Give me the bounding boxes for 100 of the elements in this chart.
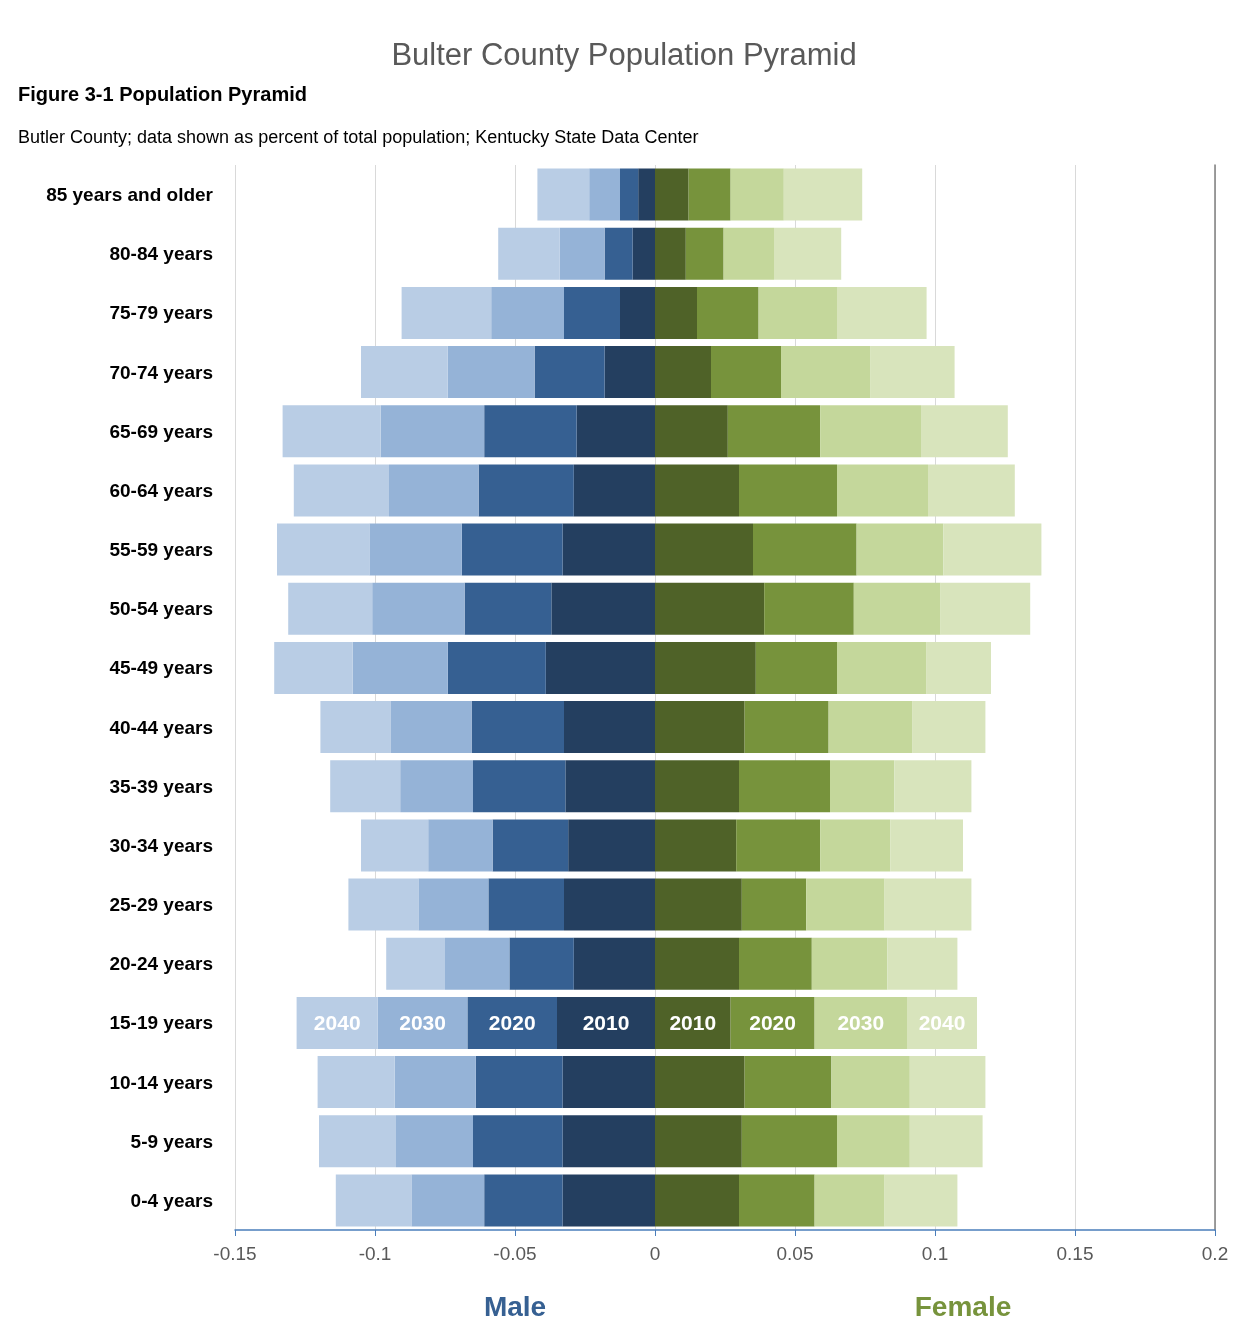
x-tick-label: 0.2 xyxy=(1201,1243,1229,1264)
bar xyxy=(655,996,731,1049)
bar xyxy=(828,701,913,754)
bar xyxy=(685,227,724,280)
bar xyxy=(655,286,697,339)
bar xyxy=(894,760,972,813)
bar xyxy=(755,641,837,694)
bar xyxy=(447,641,546,694)
bar xyxy=(386,937,445,990)
bar xyxy=(781,346,871,399)
bar xyxy=(820,405,921,458)
bar xyxy=(464,582,552,635)
bar xyxy=(565,760,655,813)
bar xyxy=(428,819,493,872)
bar xyxy=(396,1115,473,1168)
bar xyxy=(534,346,605,399)
bar xyxy=(739,937,812,990)
bar xyxy=(909,1056,986,1109)
bar xyxy=(604,346,655,399)
y-tick-label: 70-74 years xyxy=(109,361,213,383)
bar xyxy=(461,523,563,576)
bar xyxy=(837,286,927,339)
bar xyxy=(377,996,468,1049)
bar xyxy=(319,1115,396,1168)
bar xyxy=(764,582,854,635)
bar xyxy=(573,937,655,990)
bar xyxy=(744,701,829,754)
bar xyxy=(568,819,655,872)
text: Female xyxy=(914,1290,1012,1322)
bar xyxy=(909,1115,983,1168)
bar xyxy=(697,286,759,339)
y-tick-label: 50-54 years xyxy=(109,598,213,620)
bar xyxy=(912,701,986,754)
bar xyxy=(655,1174,739,1227)
bar xyxy=(655,878,742,931)
bar xyxy=(394,1056,476,1109)
bar xyxy=(498,227,560,280)
bar xyxy=(296,996,378,1049)
bar xyxy=(576,405,655,458)
bar xyxy=(744,1056,832,1109)
bar xyxy=(837,1115,910,1168)
y-tick-label: 20-24 years xyxy=(109,953,213,975)
bar xyxy=(753,523,857,576)
bar xyxy=(814,996,907,1049)
bar xyxy=(475,1056,563,1109)
bar xyxy=(400,760,473,813)
y-tick-label: 60-64 years xyxy=(109,479,213,501)
bar xyxy=(856,523,944,576)
bar xyxy=(418,878,489,931)
bar xyxy=(372,582,465,635)
y-tick-label: 40-44 years xyxy=(109,716,213,738)
bar xyxy=(352,641,448,694)
bar xyxy=(473,1115,563,1168)
chart-subtitle: Figure 3-1 Population Pyramid xyxy=(18,83,307,105)
bar xyxy=(774,227,842,280)
bar xyxy=(620,168,639,221)
bar xyxy=(491,286,564,339)
bar xyxy=(559,227,605,280)
bar xyxy=(739,464,837,517)
bar xyxy=(562,1115,655,1168)
y-tick-label: 25-29 years xyxy=(109,894,213,916)
bar xyxy=(837,464,928,517)
bar xyxy=(655,464,739,517)
bar xyxy=(389,464,479,517)
bar xyxy=(727,405,821,458)
bar xyxy=(282,405,381,458)
bar xyxy=(758,286,837,339)
text: Male xyxy=(483,1290,547,1322)
bar xyxy=(557,996,655,1049)
bar xyxy=(655,405,728,458)
bar xyxy=(783,168,863,221)
y-tick-label: 80-84 years xyxy=(109,243,213,265)
bar xyxy=(330,760,401,813)
y-tick-label: 75-79 years xyxy=(109,302,213,324)
bar xyxy=(348,878,419,931)
annotation: 2030 xyxy=(837,1011,885,1035)
bar xyxy=(870,346,955,399)
bar xyxy=(562,1056,655,1109)
bar xyxy=(632,227,655,280)
bar xyxy=(467,996,557,1049)
annotation: 2010 xyxy=(582,1011,630,1035)
bar xyxy=(473,760,566,813)
bar xyxy=(447,346,535,399)
bar xyxy=(589,168,620,221)
bar xyxy=(277,523,370,576)
bar xyxy=(537,168,590,221)
annotation: 2040 xyxy=(313,1011,361,1035)
bar xyxy=(369,523,462,576)
bar xyxy=(288,582,373,635)
y-tick-label: 35-39 years xyxy=(109,775,213,797)
bar xyxy=(688,168,731,221)
x-tick-label: 0.05 xyxy=(776,1243,814,1264)
y-tick-label: 65-69 years xyxy=(109,420,213,442)
bar xyxy=(293,464,389,517)
y-tick-label: 30-34 years xyxy=(109,834,213,856)
bar xyxy=(401,286,492,339)
y-tick-label: 85 years and older xyxy=(46,184,214,206)
bar xyxy=(509,937,574,990)
annotation: 2020 xyxy=(488,1011,536,1035)
bar xyxy=(478,464,574,517)
